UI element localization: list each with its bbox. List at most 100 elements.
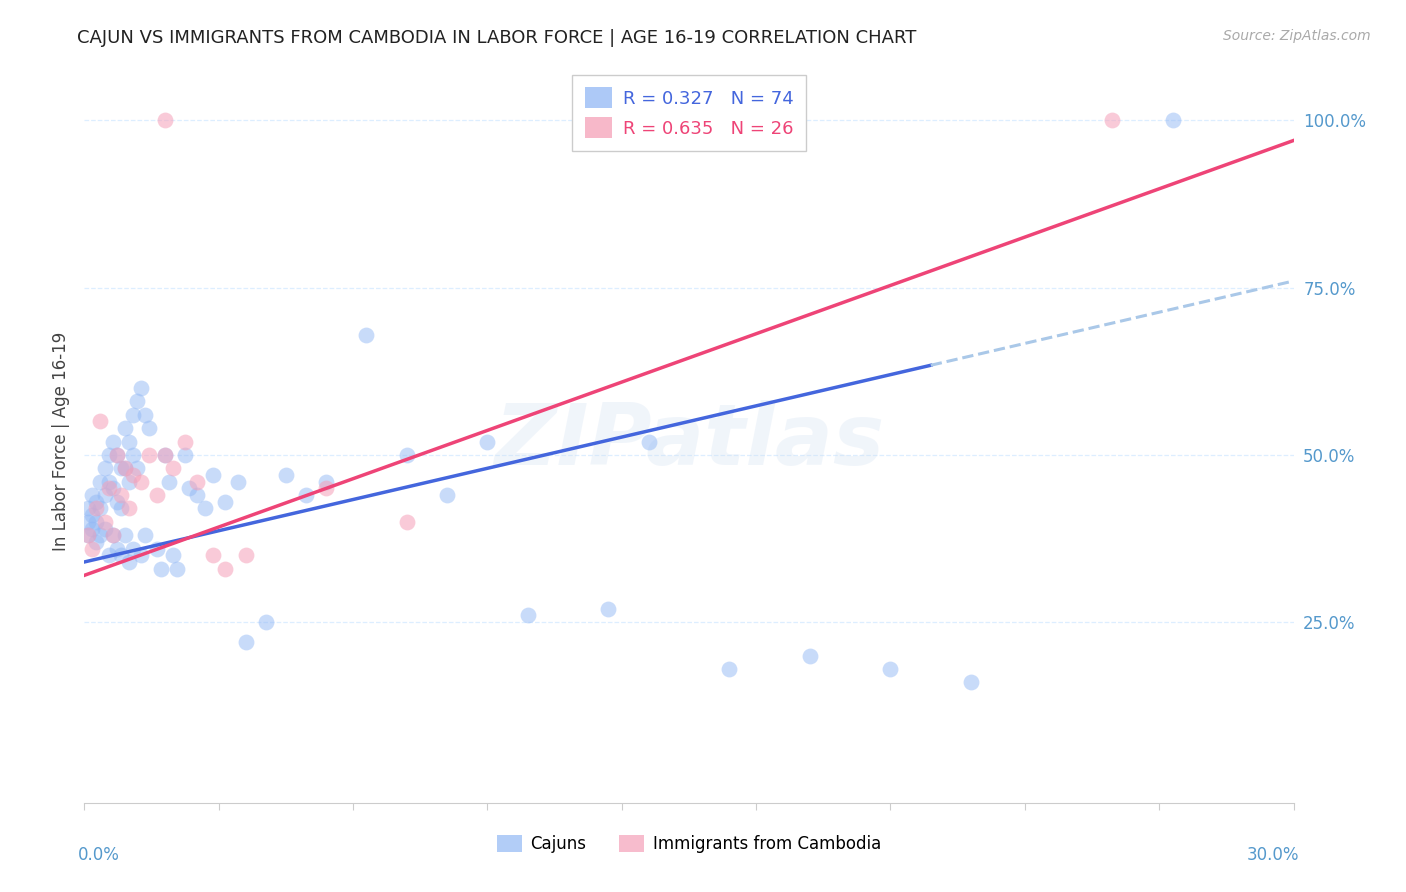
Point <box>101 434 124 449</box>
Point <box>1161 113 1184 128</box>
Point <box>97 482 120 496</box>
Point <box>105 448 128 462</box>
Point <box>477 434 499 449</box>
Point <box>179 482 201 496</box>
Point <box>82 488 104 502</box>
Point <box>86 501 108 516</box>
Point <box>235 635 257 649</box>
Point <box>77 528 100 542</box>
Point <box>77 501 100 516</box>
Point <box>125 461 148 475</box>
Point <box>97 448 120 462</box>
Point <box>146 541 169 556</box>
Point <box>118 555 141 569</box>
Point <box>118 475 141 489</box>
Point <box>101 528 124 542</box>
Point <box>114 421 136 435</box>
Point <box>89 475 111 489</box>
Point <box>138 421 160 435</box>
Point <box>129 475 152 489</box>
Point <box>82 521 104 535</box>
Point <box>166 562 188 576</box>
Point <box>138 448 160 462</box>
Point <box>162 548 184 563</box>
Point <box>718 662 741 676</box>
Point <box>121 408 143 422</box>
Point <box>226 475 249 489</box>
Point <box>134 528 156 542</box>
Point <box>105 448 128 462</box>
Point <box>93 515 115 529</box>
Point <box>134 408 156 422</box>
Point <box>799 648 821 663</box>
Point <box>153 448 176 462</box>
Point <box>960 675 983 690</box>
Point <box>174 434 197 449</box>
Point <box>637 434 659 449</box>
Point <box>97 548 120 563</box>
Point <box>315 482 337 496</box>
Point <box>202 467 225 482</box>
Point <box>214 494 236 508</box>
Point <box>118 434 141 449</box>
Point <box>86 494 108 508</box>
Point <box>516 608 538 623</box>
Point <box>97 475 120 489</box>
Point <box>669 113 692 128</box>
Point <box>121 541 143 556</box>
Point <box>125 394 148 409</box>
Point <box>129 548 152 563</box>
Point <box>186 475 208 489</box>
Point <box>356 327 378 342</box>
Point <box>121 448 143 462</box>
Point <box>114 461 136 475</box>
Point <box>105 494 128 508</box>
Point <box>174 448 197 462</box>
Point <box>105 541 128 556</box>
Text: 30.0%: 30.0% <box>1247 847 1299 864</box>
Point <box>274 467 297 482</box>
Point <box>129 381 152 395</box>
Point <box>315 475 337 489</box>
Point <box>162 461 184 475</box>
Point <box>153 113 176 128</box>
Point <box>395 515 418 529</box>
Point <box>153 448 176 462</box>
Point <box>598 602 620 616</box>
Point <box>77 528 100 542</box>
Point <box>82 508 104 523</box>
Point <box>235 548 257 563</box>
Text: Source: ZipAtlas.com: Source: ZipAtlas.com <box>1223 29 1371 43</box>
Point <box>295 488 318 502</box>
Point <box>89 501 111 516</box>
Point <box>146 488 169 502</box>
Point <box>118 501 141 516</box>
Point <box>114 528 136 542</box>
Point <box>93 521 115 535</box>
Point <box>214 562 236 576</box>
Point <box>194 501 217 516</box>
Point <box>93 488 115 502</box>
Point <box>436 488 458 502</box>
Point <box>110 488 132 502</box>
Point <box>86 515 108 529</box>
Legend: Cajuns, Immigrants from Cambodia: Cajuns, Immigrants from Cambodia <box>491 828 887 860</box>
Point <box>86 535 108 549</box>
Point <box>114 461 136 475</box>
Point <box>89 414 111 428</box>
Point <box>121 467 143 482</box>
Point <box>110 501 132 516</box>
Point <box>186 488 208 502</box>
Text: 0.0%: 0.0% <box>79 847 120 864</box>
Point <box>202 548 225 563</box>
Text: CAJUN VS IMMIGRANTS FROM CAMBODIA IN LABOR FORCE | AGE 16-19 CORRELATION CHART: CAJUN VS IMMIGRANTS FROM CAMBODIA IN LAB… <box>77 29 917 46</box>
Point <box>93 461 115 475</box>
Point <box>101 482 124 496</box>
Point <box>82 541 104 556</box>
Point <box>1101 113 1123 128</box>
Point <box>254 615 277 630</box>
Text: ZIPatlas: ZIPatlas <box>494 400 884 483</box>
Point <box>101 528 124 542</box>
Point <box>89 528 111 542</box>
Point <box>395 448 418 462</box>
